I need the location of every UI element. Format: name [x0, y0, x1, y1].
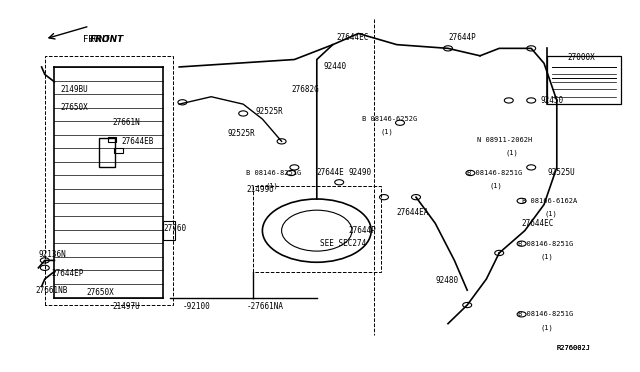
Circle shape: [504, 98, 513, 103]
Text: (1): (1): [490, 183, 502, 189]
Circle shape: [466, 170, 475, 176]
Text: 92440: 92440: [323, 62, 346, 71]
Text: 92490: 92490: [349, 169, 372, 177]
Text: 27682G: 27682G: [291, 85, 319, 94]
Text: (1): (1): [506, 149, 518, 156]
Text: (1): (1): [544, 211, 557, 217]
Text: B 08146-8251G: B 08146-8251G: [246, 170, 301, 176]
Text: 21499U: 21499U: [246, 185, 274, 194]
Text: (1): (1): [381, 129, 394, 135]
Circle shape: [396, 120, 404, 125]
Text: 92525R: 92525R: [227, 129, 255, 138]
Text: N 08911-2062H: N 08911-2062H: [477, 137, 532, 142]
Text: (1): (1): [266, 183, 278, 189]
Text: 27644EC: 27644EC: [522, 219, 554, 228]
Text: 27661N: 27661N: [112, 118, 140, 127]
Circle shape: [517, 241, 526, 246]
Text: R276002J: R276002J: [557, 345, 591, 351]
Text: 27644EB: 27644EB: [122, 137, 154, 146]
Bar: [99, 138, 115, 167]
Text: 27760: 27760: [163, 224, 186, 233]
Text: 27644EC: 27644EC: [336, 33, 369, 42]
Bar: [163, 221, 175, 240]
Text: 27644P: 27644P: [349, 226, 376, 235]
Bar: [108, 137, 116, 142]
Text: 2149BU: 2149BU: [61, 85, 88, 94]
Text: (1): (1): [541, 324, 554, 331]
Text: FRONT: FRONT: [83, 35, 110, 44]
Circle shape: [287, 170, 296, 176]
Text: B 08146-8251G: B 08146-8251G: [518, 311, 573, 317]
Text: 92136N: 92136N: [38, 250, 66, 259]
Text: 92480: 92480: [435, 276, 458, 285]
Text: 21497U: 21497U: [112, 302, 140, 311]
Bar: [114, 148, 123, 153]
Text: 27644E: 27644E: [317, 169, 344, 177]
Circle shape: [517, 312, 526, 317]
Text: 27644EP: 27644EP: [51, 269, 84, 278]
Text: B 08146-8251G: B 08146-8251G: [467, 170, 522, 176]
Text: 27661NB: 27661NB: [35, 286, 68, 295]
Text: B 08146-8251G: B 08146-8251G: [518, 241, 573, 247]
Text: 27644P: 27644P: [448, 33, 476, 42]
Bar: [547, 56, 621, 104]
Text: FRONT: FRONT: [90, 35, 124, 44]
Text: B 08166-6162A: B 08166-6162A: [522, 198, 577, 204]
Text: 27650X: 27650X: [61, 103, 88, 112]
Text: 92525U: 92525U: [547, 169, 575, 177]
Text: 27000X: 27000X: [568, 53, 595, 62]
Circle shape: [517, 198, 526, 203]
Text: -27661NA: -27661NA: [246, 302, 284, 311]
Text: -92100: -92100: [182, 302, 210, 311]
Text: R276002J: R276002J: [557, 345, 591, 351]
Text: 27644EA: 27644EA: [397, 208, 429, 217]
Text: SEE SEC274: SEE SEC274: [320, 239, 366, 248]
Text: 92525R: 92525R: [256, 107, 284, 116]
Text: 92450: 92450: [541, 96, 564, 105]
Text: (1): (1): [541, 253, 554, 260]
Text: 27650X: 27650X: [86, 288, 114, 296]
Text: B 08146-6252G: B 08146-6252G: [362, 116, 417, 122]
